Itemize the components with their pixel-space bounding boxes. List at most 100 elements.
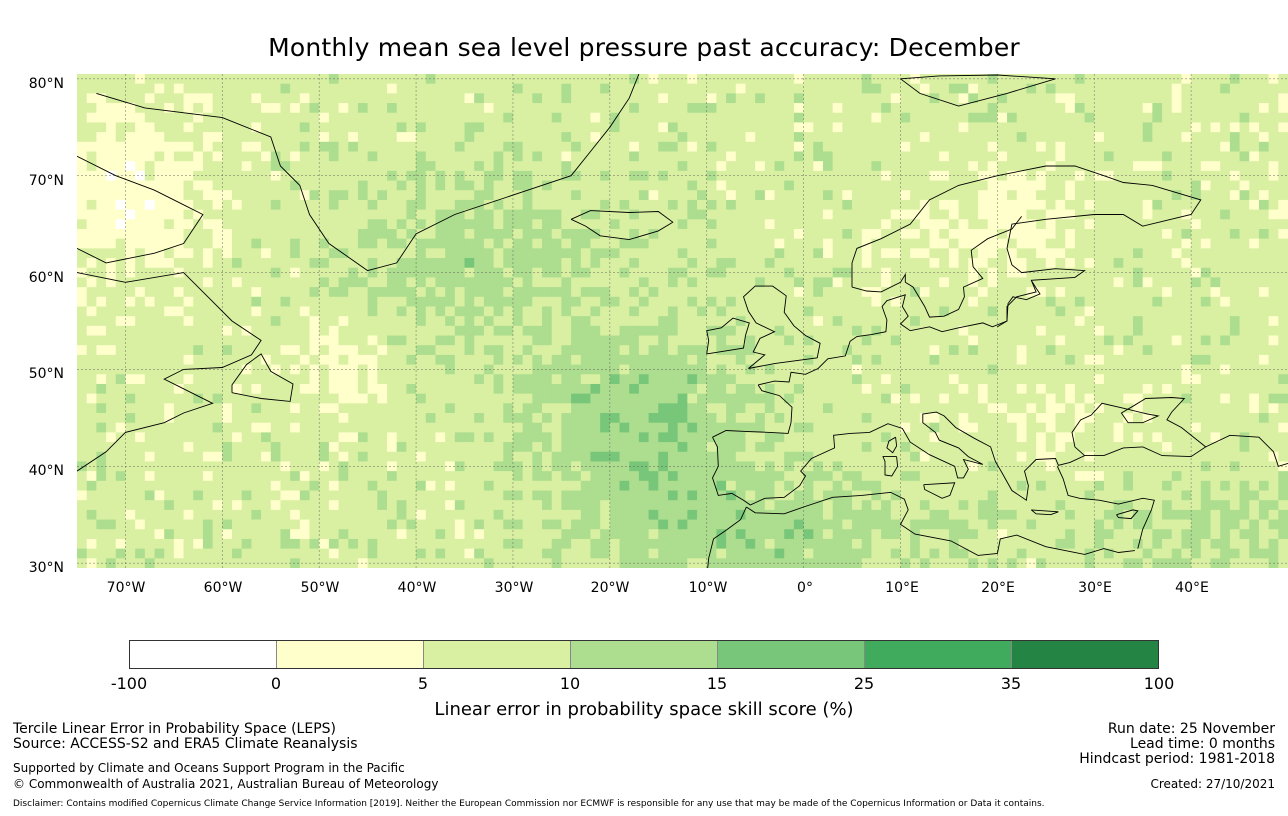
- score-cell: [396, 335, 407, 346]
- score-cell: [1258, 238, 1270, 249]
- score-cell: [280, 325, 291, 337]
- score-cell: [764, 228, 776, 240]
- score-cell: [580, 442, 591, 453]
- score-cell: [784, 393, 795, 404]
- score-cell: [106, 238, 117, 249]
- score-cell: [86, 112, 97, 123]
- score-cell: [280, 393, 291, 404]
- score-cell: [1191, 374, 1202, 385]
- score-cell: [1103, 345, 1115, 356]
- score-cell: [319, 258, 330, 269]
- score-cell: [1191, 393, 1202, 404]
- score-cell: [997, 403, 1008, 414]
- score-cell: [416, 354, 427, 366]
- score-cell: [687, 393, 698, 404]
- score-cell: [125, 316, 136, 327]
- score-cell: [1162, 170, 1173, 182]
- score-cell: [726, 161, 737, 172]
- score-cell: [106, 228, 117, 240]
- score-cell: [1132, 316, 1144, 327]
- score-cell: [832, 296, 843, 307]
- score-cell: [697, 83, 708, 94]
- score-cell: [1123, 413, 1134, 424]
- score-cell: [1084, 306, 1095, 317]
- score-cell: [1113, 83, 1124, 94]
- score-cell: [910, 277, 921, 288]
- score-cell: [677, 132, 688, 143]
- score-cell: [173, 393, 185, 404]
- score-cell: [1152, 180, 1163, 191]
- score-cell: [1171, 209, 1182, 220]
- score-cell: [600, 132, 611, 143]
- score-cell: [445, 413, 456, 424]
- score-cell: [232, 383, 243, 395]
- score-cell: [377, 383, 388, 395]
- score-cell: [232, 325, 243, 337]
- score-cell: [1123, 112, 1134, 123]
- score-cell: [726, 228, 737, 240]
- score-cell: [726, 248, 737, 259]
- score-cell: [173, 374, 185, 385]
- score-cell: [609, 180, 621, 191]
- score-cell: [1036, 316, 1047, 327]
- score-cell: [803, 93, 814, 104]
- score-cell: [813, 180, 824, 191]
- score-cell: [299, 209, 311, 220]
- score-cell: [503, 199, 514, 211]
- score-cell: [416, 393, 427, 404]
- score-cell: [290, 451, 301, 462]
- score-cell: [745, 228, 756, 240]
- score-cell: [106, 422, 117, 433]
- score-cell: [609, 277, 621, 288]
- score-cell: [454, 228, 466, 240]
- score-cell: [793, 199, 805, 211]
- score-cell: [1036, 403, 1047, 414]
- score-cell: [232, 93, 243, 104]
- score-cell: [202, 151, 214, 162]
- score-cell: [784, 403, 795, 414]
- score-cell: [135, 161, 146, 172]
- score-cell: [813, 451, 824, 462]
- score-cell: [532, 422, 543, 433]
- score-cell: [571, 422, 582, 433]
- score-cell: [1278, 413, 1288, 424]
- score-cell: [328, 122, 340, 133]
- score-cell: [629, 180, 640, 191]
- score-cell: [1278, 93, 1288, 104]
- score-cell: [338, 345, 349, 356]
- score-cell: [1016, 248, 1027, 259]
- score-cell: [551, 451, 562, 462]
- score-cell: [890, 238, 901, 249]
- score-cell: [270, 209, 281, 220]
- score-cell: [503, 170, 514, 182]
- score-cell: [280, 403, 291, 414]
- score-cell: [406, 277, 417, 288]
- score-cell: [416, 374, 427, 385]
- score-cell: [328, 190, 340, 201]
- score-cell: [609, 248, 621, 259]
- score-cell: [1258, 325, 1270, 337]
- score-cell: [726, 103, 737, 114]
- score-cell: [367, 374, 378, 385]
- score-cell: [1258, 306, 1270, 317]
- score-cell: [232, 413, 243, 424]
- score-cell: [464, 306, 475, 317]
- score-cell: [716, 442, 727, 453]
- score-cell: [493, 306, 504, 317]
- score-cell: [1074, 74, 1086, 85]
- score-cell: [571, 161, 582, 172]
- score-cell: [1268, 277, 1279, 288]
- score-cell: [793, 258, 805, 269]
- score-cell: [1026, 374, 1037, 385]
- score-cell: [871, 442, 882, 453]
- score-cell: [687, 151, 698, 162]
- score-cell: [154, 248, 165, 259]
- score-cell: [609, 422, 621, 433]
- score-cell: [1103, 258, 1115, 269]
- score-cell: [939, 393, 950, 404]
- score-cell: [1123, 393, 1134, 404]
- score-cell: [232, 190, 243, 201]
- score-cell: [270, 180, 281, 191]
- score-cell: [1278, 141, 1288, 152]
- score-cell: [532, 199, 543, 211]
